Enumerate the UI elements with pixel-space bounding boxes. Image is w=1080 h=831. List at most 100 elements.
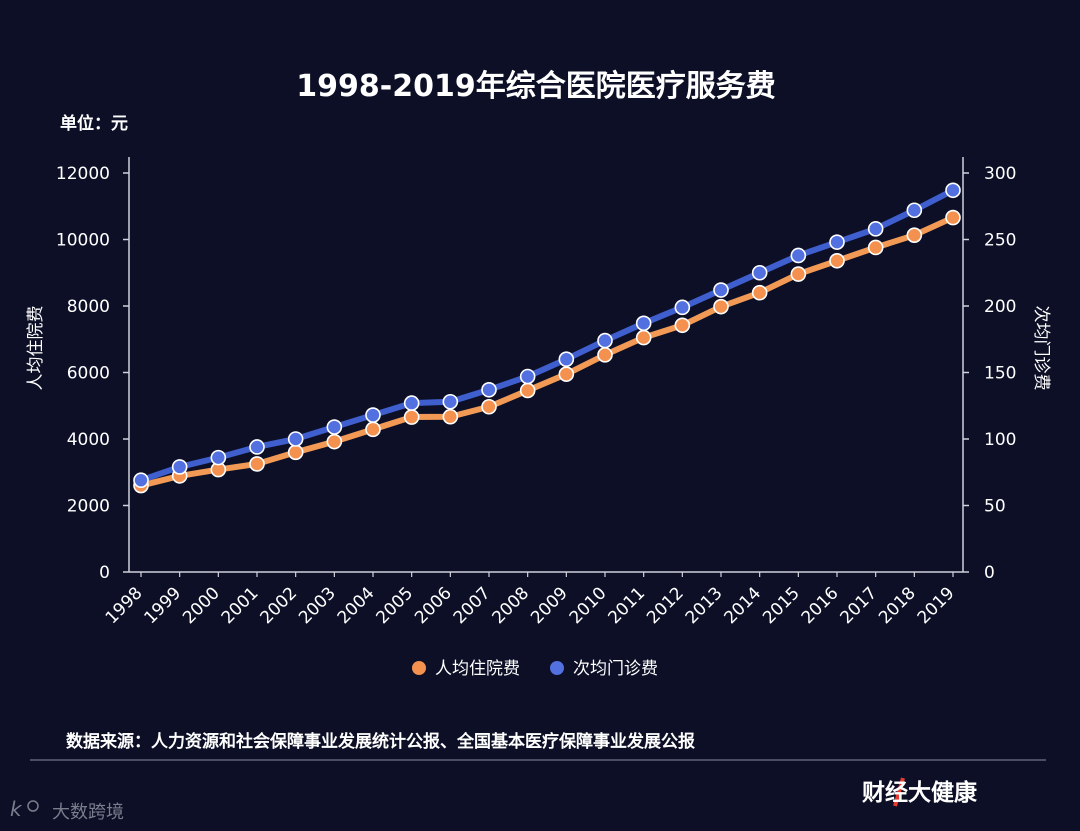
y-right-tick-label: 250 (984, 231, 1016, 251)
x-tick-label: 2015 (759, 583, 804, 628)
y-right-axis-title: 次均门诊费 (1031, 306, 1051, 391)
series-line-1 (138, 187, 956, 484)
watermark-text: 大数跨境 (52, 802, 124, 823)
legend: 人均住院费 次均门诊费 (412, 659, 658, 679)
x-tick-label: 2001 (218, 583, 263, 628)
brand: 财经大健康 (862, 777, 978, 807)
watermark: k 大数跨境 (10, 797, 124, 823)
x-tick-label: 2019 (914, 583, 959, 628)
series-line-0 (138, 214, 956, 489)
series-1-point (442, 393, 459, 410)
series-0-point (481, 398, 497, 415)
series-1-point (403, 395, 420, 411)
series-1-point (287, 431, 304, 447)
x-tick-label: 2008 (488, 583, 533, 628)
y-right-ticks: 0 50 100 150 200 250 300 (963, 164, 1016, 583)
x-tick-label: 2010 (566, 583, 611, 628)
x-tick-label: 2013 (682, 583, 727, 628)
y-right-tick-label: 0 (984, 563, 995, 583)
x-tick-label: 2016 (798, 583, 843, 628)
series-0-point (287, 444, 304, 461)
series-group (133, 182, 961, 494)
series-0-point (867, 239, 884, 256)
brand-name: 财经大健康 (862, 779, 978, 806)
y-left-tick-label: 10000 (56, 231, 110, 251)
axes (128, 157, 964, 573)
chart-title: 1998-2019年综合医院医疗服务费 (296, 69, 775, 104)
y-left-tick-label: 6000 (67, 364, 110, 384)
y-left-tick-label: 4000 (67, 430, 110, 450)
series-0-point (249, 456, 265, 472)
series-1-point (597, 332, 613, 349)
x-tick-label: 1999 (140, 583, 185, 628)
series-1-point (906, 202, 923, 219)
series-0-point (790, 266, 807, 282)
series-1-point (945, 182, 961, 199)
series-1-point (635, 315, 652, 332)
series-0-point (558, 366, 575, 382)
series-1-point (867, 221, 884, 237)
series-1-point (133, 472, 149, 489)
series-1-point (713, 282, 729, 298)
y-left-axis-title: 人均住院费 (26, 306, 46, 391)
series-0-point (365, 421, 381, 438)
series-1-point (171, 459, 188, 475)
series-0-point (403, 409, 420, 425)
series-0-point (906, 227, 923, 243)
series-1-point (674, 299, 691, 316)
series-1-point (326, 419, 343, 435)
series-1-point (481, 381, 497, 398)
x-tick-label: 2002 (256, 583, 301, 628)
legend-label-inpatient: 人均住院费 (435, 659, 520, 679)
x-tick-label: 2006 (411, 583, 456, 628)
x-tick-label: 2005 (372, 583, 417, 628)
series-1-point (558, 351, 575, 368)
series-0-point (519, 382, 536, 399)
series-0-point (713, 298, 729, 315)
y-right-tick-label: 100 (984, 430, 1016, 450)
y-right-tick-label: 150 (984, 364, 1016, 384)
legend-marker-outpatient (550, 661, 564, 675)
series-1-point (519, 368, 536, 385)
y-right-tick-label: 200 (984, 297, 1016, 317)
x-tick-label: 2012 (643, 583, 688, 628)
x-tick-label: 2017 (836, 583, 881, 628)
x-tick-label: 2014 (720, 583, 765, 628)
brand-slash-icon (893, 777, 905, 807)
series-1-point (790, 247, 807, 264)
series-1-point (210, 449, 227, 466)
legend-label-outpatient: 次均门诊费 (573, 659, 658, 679)
x-tick-label: 2003 (295, 583, 340, 628)
x-tick-label: 2009 (527, 583, 572, 628)
x-tick-label: 2018 (875, 583, 920, 628)
x-ticks: 1998199920002001200220032004200520062007… (102, 572, 959, 628)
series-0-point (829, 252, 845, 269)
series-0-point (945, 209, 961, 226)
y-left-tick-label: 12000 (56, 164, 110, 184)
y-right-tick-label: 50 (984, 497, 1006, 517)
series-1-point (751, 264, 768, 281)
series-1-point (249, 439, 265, 455)
data-source: 数据来源：人力资源和社会保障事业发展统计公报、全国基本医疗保障事业发展公报 (66, 731, 695, 752)
series-1-point (365, 407, 381, 423)
y-right-tick-label: 300 (984, 164, 1016, 184)
series-0-point (674, 317, 691, 334)
watermark-logo-icon: k (10, 797, 23, 821)
series-0-point (442, 408, 459, 425)
y-left-tick-label: 8000 (67, 297, 110, 317)
unit-label: 单位：元 (60, 113, 128, 134)
series-0-point (326, 433, 343, 450)
y-left-tick-label: 2000 (67, 497, 110, 517)
legend-marker-inpatient (412, 661, 426, 675)
watermark-logo-ring-icon (27, 800, 39, 812)
x-tick-label: 1998 (102, 583, 147, 628)
y-left-tick-label: 0 (99, 563, 110, 583)
series-0-point (635, 329, 652, 346)
x-tick-label: 2000 (179, 583, 224, 628)
x-tick-label: 2011 (604, 583, 649, 628)
series-0-point (751, 284, 768, 301)
series-1-point (829, 234, 845, 250)
y-left-ticks: 0 2000 4000 6000 8000 10000 12000 (56, 164, 129, 583)
series-0-point (597, 347, 613, 363)
